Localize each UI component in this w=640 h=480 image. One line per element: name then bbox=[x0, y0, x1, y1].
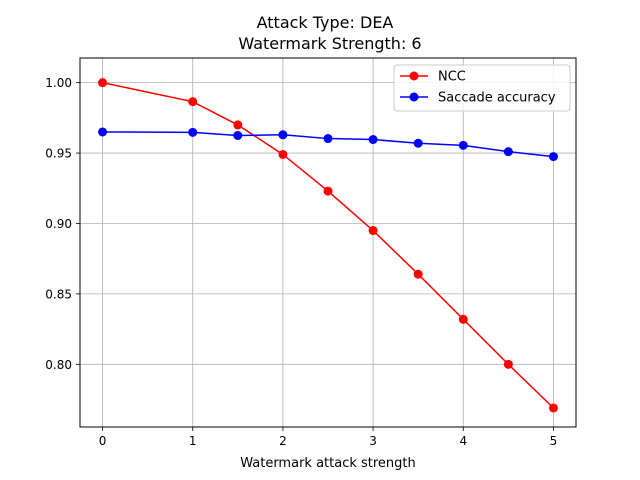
data-point-ncc bbox=[233, 120, 243, 130]
data-point-saccade-accuracy bbox=[98, 127, 108, 137]
data-point-saccade-accuracy bbox=[323, 134, 333, 144]
data-point-saccade-accuracy bbox=[413, 138, 423, 148]
y-tick-label: 0.80 bbox=[45, 358, 72, 372]
plot-frame bbox=[79, 57, 577, 428]
data-point-ncc bbox=[413, 269, 423, 279]
x-tick-label: 0 bbox=[99, 434, 107, 448]
legend-label-ncc: NCC bbox=[438, 70, 466, 85]
data-point-saccade-accuracy bbox=[548, 152, 558, 162]
data-point-ncc bbox=[548, 403, 558, 413]
x-axis-label: Watermark attack strength bbox=[240, 456, 416, 471]
series-layer bbox=[98, 78, 558, 413]
x-tick-label: 3 bbox=[369, 434, 377, 448]
series-line-saccade-accuracy bbox=[102, 131, 554, 158]
data-point-ncc bbox=[278, 149, 288, 159]
data-point-ncc bbox=[458, 314, 468, 324]
legend-box bbox=[393, 64, 571, 112]
data-point-saccade-accuracy bbox=[458, 140, 468, 150]
data-point-saccade-accuracy bbox=[233, 130, 243, 140]
y-tick-label: 1.00 bbox=[45, 76, 72, 90]
data-point-ncc bbox=[98, 78, 108, 88]
y-tick-label: 0.95 bbox=[45, 147, 72, 161]
x-tick-label: 2 bbox=[279, 434, 287, 448]
chart-title: Attack Type: DEA bbox=[257, 13, 394, 32]
y-tick-label: 0.85 bbox=[45, 287, 72, 301]
legend-marker-saccade-accuracy bbox=[409, 92, 419, 102]
y-tick-label: 0.90 bbox=[45, 217, 72, 231]
x-tick-label: 1 bbox=[189, 434, 197, 448]
chart-subtitle: Watermark Strength: 6 bbox=[238, 34, 421, 53]
x-tick-label: 4 bbox=[459, 434, 467, 448]
data-point-saccade-accuracy bbox=[278, 130, 288, 140]
data-point-saccade-accuracy bbox=[368, 135, 378, 145]
legend-label-saccade-accuracy: Saccade accuracy bbox=[438, 91, 556, 106]
data-point-saccade-accuracy bbox=[503, 147, 513, 157]
axis-ticks: 0 1 2 3 4 5 0.80 0.85 0.90 0.95 1.00 bbox=[45, 76, 557, 448]
data-point-ncc bbox=[503, 359, 513, 369]
legend: NCC Saccade accuracy bbox=[393, 64, 571, 112]
data-point-saccade-accuracy bbox=[188, 127, 198, 137]
data-point-ncc bbox=[323, 186, 333, 196]
data-point-ncc bbox=[188, 97, 198, 107]
legend-marker-ncc bbox=[409, 71, 419, 81]
x-tick-label: 5 bbox=[550, 434, 558, 448]
data-point-ncc bbox=[368, 226, 378, 236]
series-line-ncc bbox=[102, 81, 554, 409]
